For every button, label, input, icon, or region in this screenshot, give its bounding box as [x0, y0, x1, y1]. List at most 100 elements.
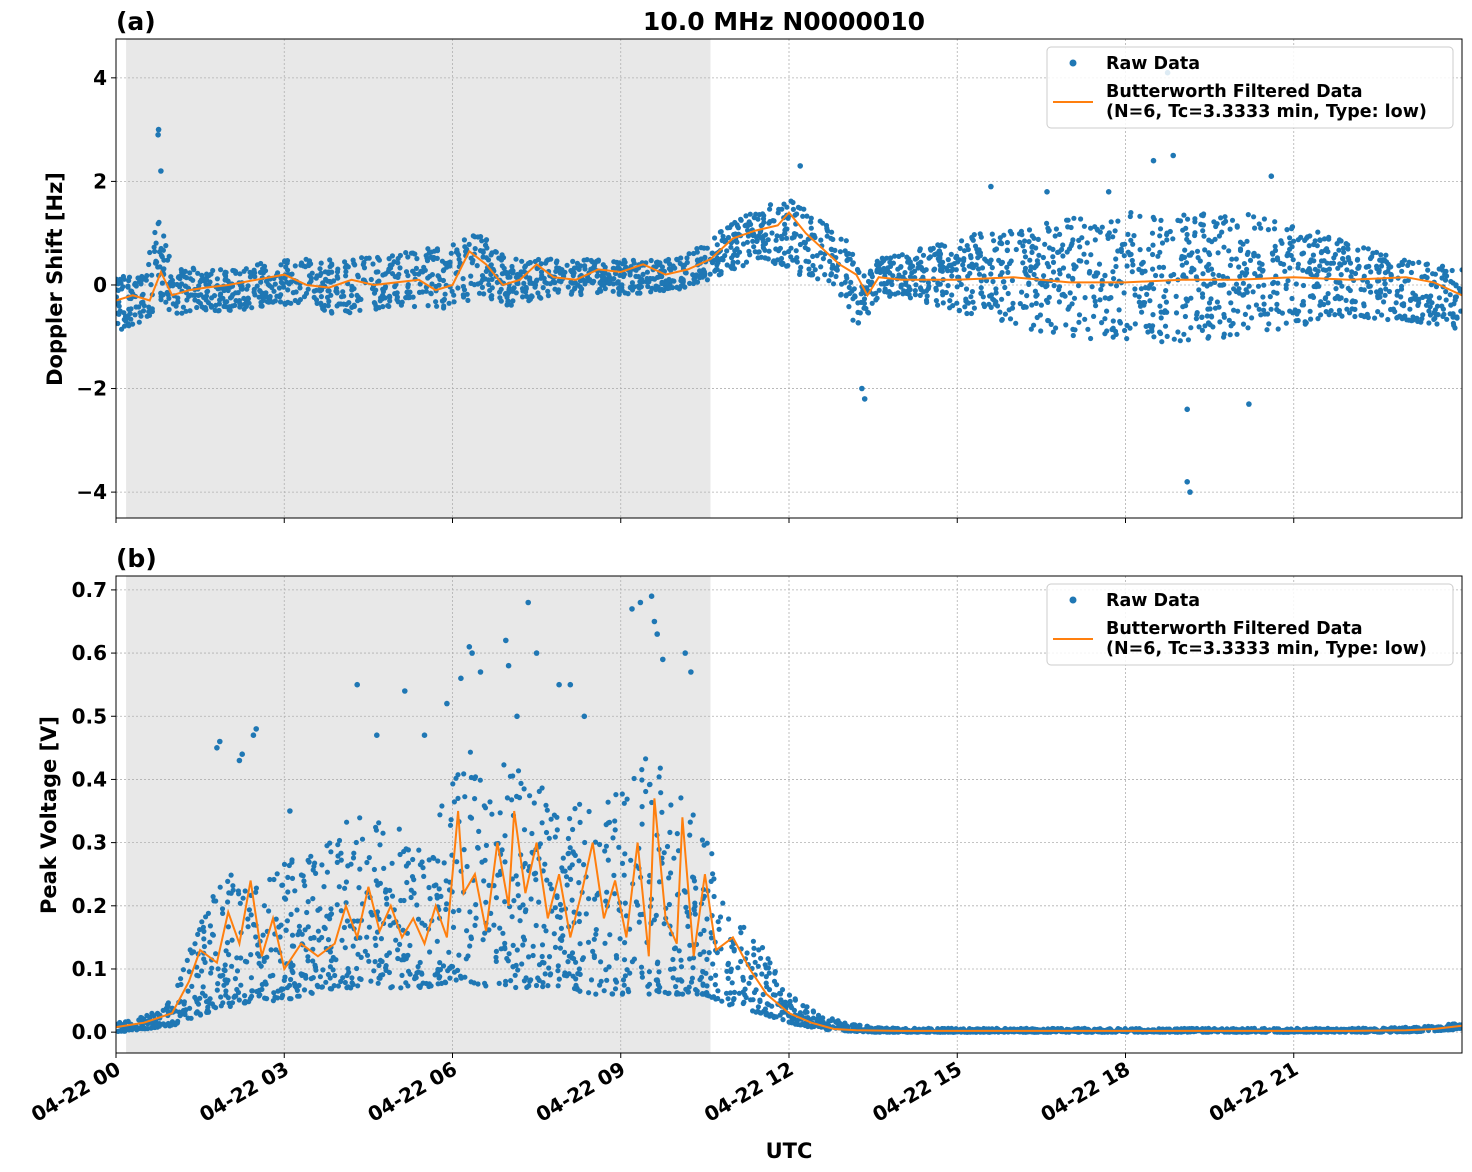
raw-data-point	[519, 258, 525, 264]
raw-data-point	[715, 919, 721, 925]
raw-data-point	[1274, 306, 1280, 313]
raw-data-point	[500, 930, 506, 936]
raw-data-point	[945, 283, 951, 289]
raw-data-point	[1122, 327, 1128, 334]
raw-data-point	[116, 287, 121, 293]
raw-data-point	[517, 905, 523, 911]
raw-data-point	[923, 288, 930, 294]
raw-data-point	[1201, 233, 1207, 239]
raw-data-point	[294, 907, 300, 913]
raw-data-point	[434, 938, 440, 944]
raw-data-point	[415, 916, 422, 922]
raw-data-point	[407, 942, 413, 949]
raw-data-point	[993, 286, 999, 292]
raw-data-point	[800, 213, 806, 219]
raw-data-point	[989, 231, 995, 237]
raw-data-point	[354, 965, 360, 972]
raw-data-point	[790, 206, 797, 212]
raw-data-point	[1063, 322, 1069, 328]
raw-data-point	[1278, 238, 1284, 244]
raw-data-point	[782, 221, 788, 227]
raw-data-point	[248, 912, 254, 918]
raw-data-point	[413, 265, 419, 271]
raw-data-point	[1221, 244, 1227, 250]
raw-data-point	[1197, 258, 1203, 264]
raw-data-point	[186, 969, 192, 975]
raw-data-point	[659, 264, 666, 270]
raw-data-point	[694, 988, 700, 994]
raw-data-point	[1338, 272, 1344, 278]
raw-data-point	[833, 273, 839, 280]
raw-data-point	[325, 288, 331, 294]
raw-data-point	[448, 250, 454, 256]
raw-data-point	[1216, 272, 1222, 278]
raw-data-point	[350, 855, 357, 861]
raw-data-point	[1010, 300, 1016, 306]
raw-data-point	[541, 923, 547, 929]
raw-data-point	[1022, 254, 1029, 260]
raw-data-point	[334, 902, 340, 908]
raw-data-point	[1333, 286, 1339, 292]
raw-data-point	[202, 959, 208, 966]
raw-data-point	[1226, 317, 1232, 323]
raw-data-point	[758, 955, 764, 961]
raw-data-point	[1053, 226, 1059, 232]
raw-data-point	[704, 277, 711, 283]
raw-data-point	[1450, 320, 1456, 326]
raw-data-point	[822, 272, 828, 278]
raw-data-point	[338, 850, 344, 856]
raw-data-point	[242, 993, 248, 999]
raw-data-point	[1013, 320, 1019, 326]
raw-data-point	[507, 274, 513, 280]
raw-data-point	[1275, 326, 1281, 332]
raw-data-point	[1372, 315, 1378, 321]
raw-data-point	[913, 282, 919, 288]
raw-data-point	[456, 952, 462, 958]
raw-data-point	[1228, 300, 1234, 306]
raw-data-point	[320, 280, 326, 286]
raw-data-point	[964, 243, 970, 249]
raw-data-point	[1290, 257, 1296, 263]
raw-data-point	[474, 263, 480, 269]
raw-data-point	[793, 248, 799, 254]
raw-data-point	[1161, 309, 1167, 315]
raw-data-point	[794, 255, 800, 261]
raw-data-point	[1334, 241, 1340, 247]
raw-data-point	[1214, 299, 1220, 305]
raw-data-point	[1382, 270, 1388, 276]
raw-data-point	[327, 949, 333, 955]
raw-data-point	[182, 274, 188, 280]
raw-data-point	[495, 872, 501, 878]
raw-data-point	[327, 257, 333, 263]
raw-data-point	[215, 981, 221, 987]
raw-data-point	[1240, 280, 1246, 286]
raw-data-point	[755, 216, 761, 222]
raw-data-point	[508, 978, 514, 984]
raw-data-point	[373, 269, 379, 275]
raw-data-point	[268, 947, 274, 953]
raw-data-point	[947, 298, 953, 304]
raw-data-point	[272, 994, 278, 1000]
raw-data-point	[222, 962, 228, 968]
raw-data-point	[489, 811, 495, 817]
raw-data-point	[1344, 267, 1350, 273]
raw-data-point	[343, 900, 349, 906]
raw-data-point	[467, 909, 473, 915]
raw-data-point	[554, 894, 560, 901]
raw-data-point	[195, 270, 201, 276]
raw-data-point	[1332, 251, 1338, 258]
raw-data-point	[361, 259, 367, 266]
raw-data-point	[267, 973, 273, 979]
raw-data-point	[1400, 1025, 1406, 1031]
raw-data-point	[786, 992, 793, 998]
raw-data-point	[949, 292, 955, 298]
raw-data-point	[334, 289, 340, 295]
raw-data-point	[193, 997, 200, 1003]
raw-data-point	[961, 248, 968, 254]
raw-data-point	[1142, 268, 1148, 274]
raw-data-point	[465, 297, 471, 303]
raw-data-point	[518, 269, 524, 275]
raw-data-point	[734, 223, 741, 229]
raw-data-point	[576, 918, 583, 925]
raw-data-point	[296, 923, 302, 929]
